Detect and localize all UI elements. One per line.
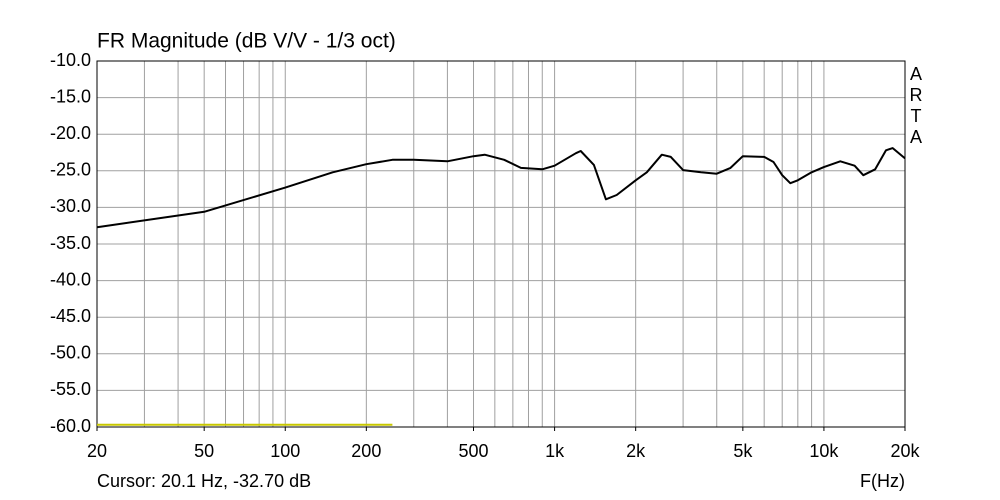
x-tick-label: 10k <box>809 441 839 461</box>
chart-title: FR Magnitude (dB V/V - 1/3 oct) <box>97 30 396 53</box>
y-tick-label: -30.0 <box>50 196 91 216</box>
cursor-text: Cursor: 20.1 Hz, -32.70 dB <box>97 471 311 491</box>
x-tick-label: 200 <box>351 441 381 461</box>
y-tick-label: -60.0 <box>50 416 91 436</box>
y-tick-label: -20.0 <box>50 123 91 143</box>
y-tick-label: -35.0 <box>50 233 91 253</box>
y-tick-label: -55.0 <box>50 379 91 399</box>
x-tick-label: 2k <box>626 441 646 461</box>
x-tick-label: 500 <box>458 441 488 461</box>
x-tick-label: 50 <box>194 441 214 461</box>
y-tick-label: -40.0 <box>50 269 91 289</box>
y-tick-label: -25.0 <box>50 160 91 180</box>
x-tick-label: 1k <box>545 441 565 461</box>
series-line <box>96 147 906 229</box>
x-tick-label: 5k <box>733 441 753 461</box>
x-axis-label: F(Hz) <box>860 471 905 491</box>
y-tick-label: -50.0 <box>50 343 91 363</box>
y-tick-label: -45.0 <box>50 306 91 326</box>
y-tick-label: -10.0 <box>50 50 91 70</box>
side-label: ARTA <box>906 64 926 148</box>
x-tick-label: 20 <box>87 441 107 461</box>
plot-frame <box>96 60 906 428</box>
x-tick-label: 20k <box>890 441 920 461</box>
x-tick-label: 100 <box>270 441 300 461</box>
y-tick-label: -15.0 <box>50 86 91 106</box>
